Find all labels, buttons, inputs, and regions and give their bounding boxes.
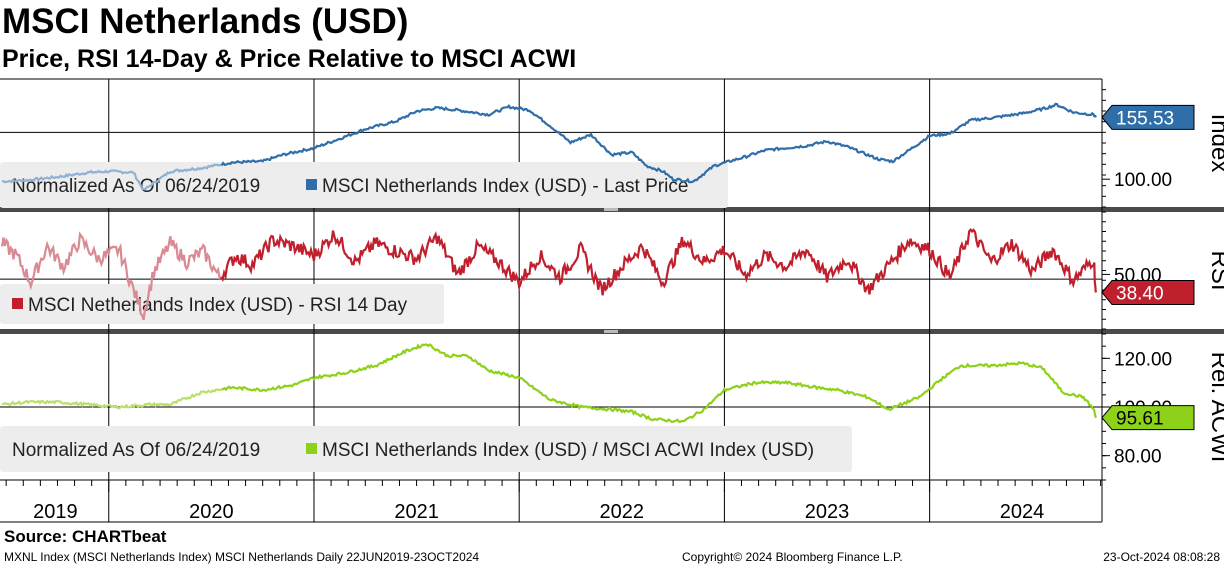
last-value-label: 38.40: [1116, 283, 1164, 304]
x-tick-label-2023: 2023: [805, 501, 850, 523]
x-tick-label-2024: 2024: [1000, 501, 1045, 523]
footer-ticker-info: MXNL Index (MSCI Netherlands Index) MSCI…: [4, 550, 480, 564]
chart-subtitle: Price, RSI 14-Day & Price Relative to MS…: [2, 45, 577, 73]
series-line-early: [1, 163, 222, 191]
legend-box: [0, 284, 444, 324]
panel-axis-title: Index: [1206, 114, 1224, 173]
series-line-early: [1, 388, 222, 410]
legend-prefix: Normalized As Of 06/24/2019: [12, 440, 260, 461]
grip-handle-1[interactable]: [604, 208, 618, 211]
series-line-early: [1, 231, 224, 321]
last-value-badge-shape: [1101, 405, 1195, 431]
legend: MSCI Netherlands Index (USD) - RSI 14 Da…: [0, 284, 444, 324]
legend-prefix: Normalized As Of 06/24/2019: [12, 176, 260, 197]
panels: 100.00 Normalized As Of 06/24/2019 MSCI Ne…: [0, 89, 1224, 481]
last-value-label: 95.61: [1116, 409, 1164, 430]
legend-box: [0, 162, 728, 208]
legend-label: MSCI Netherlands Index (USD) - Last Pric…: [322, 176, 688, 197]
legend-label: MSCI Netherlands Index (USD) - RSI 14 Da…: [28, 295, 408, 316]
series-line: [220, 102, 1097, 184]
last-value-badge-shape: [1101, 279, 1195, 305]
x-tick-label-2022: 2022: [600, 501, 645, 523]
series-line: [220, 228, 1097, 296]
y-tick-label: 100.00: [1114, 170, 1172, 191]
footer-timestamp: 23-Oct-2024 08:08:28: [1103, 550, 1220, 564]
panel-axis-title: RSI: [1206, 250, 1224, 290]
x-axis: 2019 2020 2021 2022 2023 2024: [5, 480, 1102, 523]
panel-axis-title: Rel. ACWI: [1206, 352, 1224, 463]
legend: Normalized As Of 06/24/2019 MSCI Netherla…: [0, 426, 852, 472]
last-value-badge-shape: [1101, 104, 1195, 130]
last-value-badge: 95.61: [1101, 405, 1195, 431]
legend-label: MSCI Netherlands Index (USD) / MSCI ACWI…: [322, 440, 814, 461]
series-line: [221, 343, 1097, 423]
legend: Normalized As Of 06/24/2019 MSCI Netherla…: [0, 162, 728, 208]
last-value-label: 155.53: [1116, 108, 1174, 129]
legend-swatch: [306, 443, 317, 454]
x-tick-label-2021: 2021: [394, 501, 439, 523]
panel-frames: [0, 78, 1224, 523]
last-value-badge: 38.40: [1101, 279, 1195, 305]
footer-copyright: Copyright© 2024 Bloomberg Finance L.P.: [682, 550, 903, 564]
legend-swatch: [306, 179, 317, 190]
chart-title: MSCI Netherlands (USD): [2, 2, 409, 41]
legend-box: [0, 426, 852, 472]
panel-1: 100.00 Normalized As Of 06/24/2019 MSCI Ne…: [0, 89, 1224, 208]
legend-swatch: [12, 298, 23, 309]
last-value-badge: 155.53: [1101, 104, 1195, 130]
y-tick-label: 120.00: [1114, 349, 1172, 370]
source-label: Source: CHARTbeat: [4, 527, 167, 546]
x-tick-label-2019: 2019: [33, 501, 78, 523]
grip-handle-2[interactable]: [604, 330, 618, 333]
x-tick-label-2020: 2020: [189, 501, 234, 523]
y-tick-label: 80.00: [1114, 447, 1162, 468]
